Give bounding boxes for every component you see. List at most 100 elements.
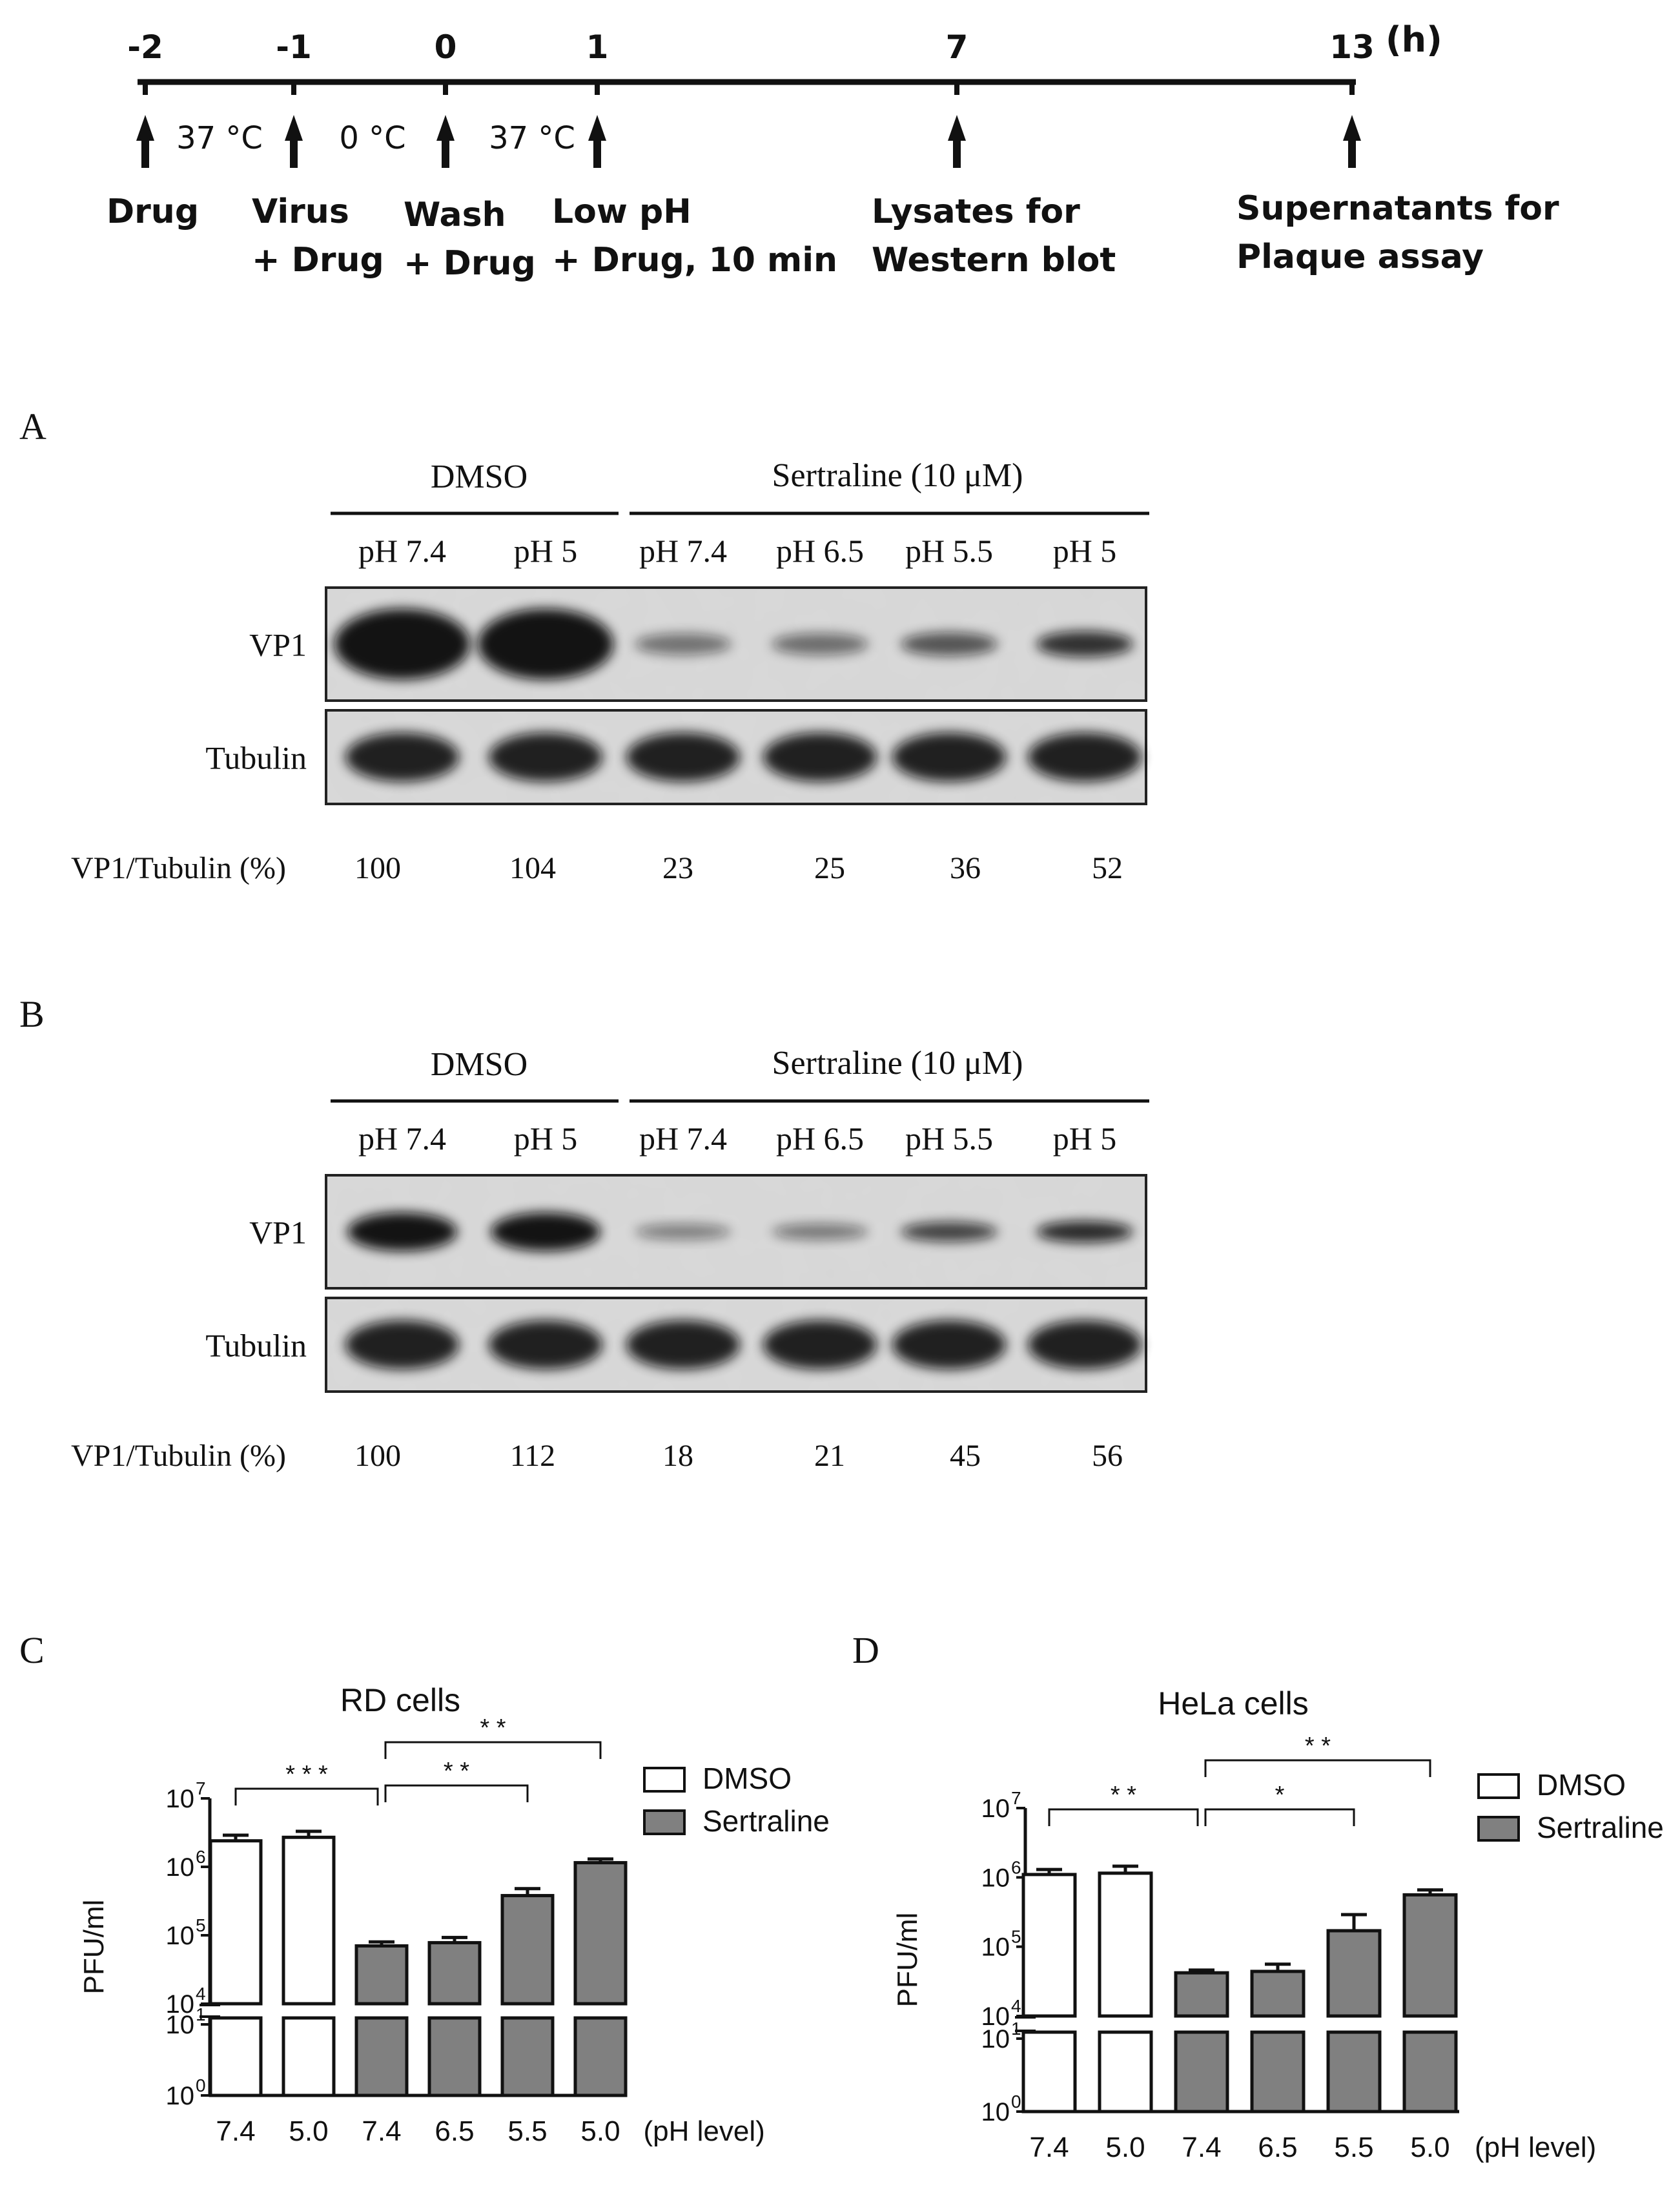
ratio-value: 36 [950,851,981,885]
bar-lower [500,2016,555,2097]
bar-lower [1021,2030,1077,2114]
blot-band [626,732,740,782]
lane-label: pH 6.5 [776,533,864,569]
bar [354,1944,409,2006]
blot-band [635,633,732,655]
x-tick-label: 5.5 [507,2115,547,2147]
blot-band [763,1320,877,1370]
x-axis-label: (pH level) [644,2115,765,2147]
blot-band [1036,631,1133,657]
bar-lower [354,2016,409,2097]
blot-panel-b: B DMSO Sertraline (10 μM) pH 7.4 pH 5 pH 7.4 p… [19,993,1149,1473]
blot-band [763,732,877,782]
blot-band [489,1320,602,1370]
lane-label: pH 5 [1053,533,1117,569]
legend-swatch [1477,1773,1520,1799]
bar-lower [282,2016,336,2097]
x-tick-label: 5.5 [1334,2132,1373,2163]
panel-letter: D [852,1629,879,1671]
bar-lower [427,2016,482,2097]
ratio-label: VP1/Tubulin (%) [71,1439,286,1473]
ratio-value: 21 [814,1439,845,1473]
group-label: Sertraline (10 μM) [772,1045,1023,1082]
blot-band [892,1320,1006,1370]
blot-texture [327,1177,1145,1287]
group-label: Sertraline (10 μM) [772,457,1023,494]
bar [1098,1871,1153,2018]
blot-band [334,608,470,680]
lane-label: pH 5 [1053,1120,1117,1157]
lane-label: pH 7.4 [639,533,727,569]
axis-break-gap [207,2009,629,2013]
x-tick-label: 7.4 [362,2115,401,2147]
timeline-temperature: 37 °C [176,120,263,156]
legend-swatch [1477,1816,1520,1842]
blot-band [345,1320,459,1370]
timeline-step-label: + Drug [404,244,536,283]
lane-label: pH 6.5 [776,1120,864,1157]
blot-band [772,1223,868,1240]
blot-band [772,633,868,655]
blot-band [1036,1220,1133,1243]
axis-break-gap [1023,2021,1462,2027]
timeline-temperature: 37 °C [489,120,575,156]
timeline-step-label: Low pH [552,192,691,231]
legend-label: DMSO [1537,1768,1626,1802]
lane-label: pH 7.4 [639,1120,727,1157]
up-arrow-head-icon [285,115,303,141]
bar [209,1839,263,2006]
significance-bracket [1204,1808,1355,1826]
lane-label: pH 5.5 [905,533,993,569]
blot-band [491,1212,600,1251]
blot-band [345,732,459,782]
y-tick-exponent: 7 [196,1778,206,1798]
lane-label: pH 7.4 [358,1120,446,1157]
y-tick-exponent: 6 [1011,1857,1021,1877]
x-tick-label: 5.0 [289,2115,328,2147]
timeline-step-label: Drug [107,192,199,231]
bar-lower [209,2016,263,2097]
y-tick-exponent: 5 [196,1915,206,1935]
timeline-tick-label: -2 [127,28,163,66]
y-tick-label: 10 [166,1853,195,1882]
y-tick-exponent: 6 [196,1847,206,1867]
blot-panel-a: A DMSO Sertraline (10 μM) pH 7.4 pH 5 pH 7.4 p… [19,406,1149,885]
timeline-unit: (h) [1386,19,1442,60]
band-label: VP1 [249,1215,307,1251]
timeline-temperature: 0 °C [339,120,405,156]
group-label: DMSO [431,458,528,495]
timeline-tick-label: 7 [946,28,968,66]
y-tick-label: 10 [166,2082,195,2110]
band-label: Tubulin [205,1328,307,1364]
bar [427,1940,482,2006]
lane-label: pH 7.4 [358,533,446,569]
y-tick-exponent: 4 [1011,1996,1021,2016]
up-arrow-head-icon [436,115,455,141]
y-tick-exponent: 1 [196,2004,206,2024]
y-tick-label: 10 [166,1785,195,1813]
x-tick-label: 7.4 [1182,2132,1221,2163]
bar [1402,1893,1458,2018]
y-tick-label: 10 [981,2098,1010,2126]
panel-letter: B [19,993,45,1035]
legend-swatch [643,1767,686,1793]
y-tick-label: 10 [981,1933,1010,1962]
x-tick-label: 6.5 [435,2115,474,2147]
timeline-step-label: Plaque assay [1236,238,1484,276]
blot-band [635,1224,732,1240]
x-tick-label: 7.4 [216,2115,255,2147]
lane-label: pH 5.5 [905,1120,993,1157]
y-tick-label: 10 [166,1990,195,2019]
significance-bracket [1048,1808,1199,1826]
ratio-value: 23 [662,851,693,885]
ratio-value: 25 [814,851,845,885]
legend-label: DMSO [702,1762,792,1795]
y-tick-label: 10 [166,1922,195,1950]
x-tick-label: 5.0 [1410,2132,1450,2163]
x-tick-label: 7.4 [1029,2132,1069,2163]
blot-band [626,1320,740,1370]
x-tick-label: 5.0 [1105,2132,1145,2163]
x-tick-label: 6.5 [1258,2132,1297,2163]
y-tick-exponent: 7 [1011,1788,1021,1808]
